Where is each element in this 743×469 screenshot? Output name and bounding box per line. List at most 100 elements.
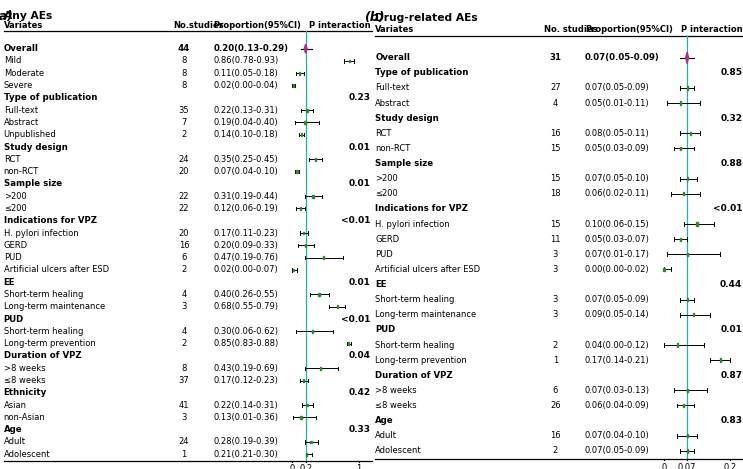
Text: 0.02(0.00-0.07): 0.02(0.00-0.07) bbox=[213, 265, 278, 274]
Text: 4: 4 bbox=[553, 98, 558, 107]
Bar bbox=[680, 101, 681, 105]
Text: 0.33: 0.33 bbox=[348, 425, 371, 434]
Bar bbox=[696, 222, 698, 226]
Text: Age: Age bbox=[375, 416, 394, 425]
Text: 4: 4 bbox=[181, 327, 186, 336]
Text: 0.20(0.13-0.29): 0.20(0.13-0.29) bbox=[213, 44, 288, 53]
Bar bbox=[303, 232, 305, 234]
Text: ≤8 weeks: ≤8 weeks bbox=[375, 401, 417, 410]
Text: 0.2: 0.2 bbox=[724, 463, 737, 469]
Text: 0.04(0.00-0.12): 0.04(0.00-0.12) bbox=[585, 340, 649, 349]
Text: 0.07(0.05-0.10): 0.07(0.05-0.10) bbox=[585, 174, 649, 183]
Text: 0.44: 0.44 bbox=[720, 280, 742, 289]
Text: 0: 0 bbox=[290, 464, 295, 469]
Text: Duration of VPZ: Duration of VPZ bbox=[4, 351, 81, 361]
Text: 0.01: 0.01 bbox=[349, 278, 371, 287]
Text: 0.05(0.03-0.09): 0.05(0.03-0.09) bbox=[585, 144, 649, 153]
Bar bbox=[305, 453, 307, 455]
Text: non-RCT: non-RCT bbox=[375, 144, 410, 153]
Bar bbox=[318, 293, 319, 296]
Bar bbox=[299, 207, 301, 210]
Text: Study design: Study design bbox=[375, 114, 439, 123]
Text: 26: 26 bbox=[550, 401, 561, 410]
Text: Asian: Asian bbox=[4, 401, 27, 409]
Bar bbox=[293, 84, 294, 87]
Text: Long-term maintenance: Long-term maintenance bbox=[4, 303, 105, 311]
Text: non-Asian: non-Asian bbox=[4, 413, 45, 422]
Text: 0.85(0.83-0.88): 0.85(0.83-0.88) bbox=[213, 339, 279, 348]
Text: 0.19(0.04-0.40): 0.19(0.04-0.40) bbox=[213, 118, 278, 127]
Text: Abstract: Abstract bbox=[375, 98, 410, 107]
Text: Adult: Adult bbox=[4, 438, 26, 446]
Text: Variates: Variates bbox=[4, 22, 43, 30]
Bar bbox=[690, 132, 691, 135]
Bar bbox=[687, 298, 688, 301]
Text: (b): (b) bbox=[364, 11, 385, 24]
Text: >8 weeks: >8 weeks bbox=[4, 364, 45, 373]
Text: 0.02(0.00-0.04): 0.02(0.00-0.04) bbox=[213, 81, 278, 90]
Text: Long-term prevention: Long-term prevention bbox=[4, 339, 95, 348]
Text: Artificial ulcers after ESD: Artificial ulcers after ESD bbox=[375, 265, 480, 274]
Text: RCT: RCT bbox=[375, 129, 392, 138]
Text: Study design: Study design bbox=[4, 143, 68, 151]
Text: 16: 16 bbox=[550, 431, 561, 440]
Text: H. pylori infection: H. pylori infection bbox=[4, 228, 78, 237]
Bar bbox=[306, 404, 308, 407]
Text: 41: 41 bbox=[178, 401, 189, 409]
Text: ≤200: ≤200 bbox=[4, 204, 27, 213]
Text: P interaction: P interaction bbox=[681, 25, 742, 34]
Bar bbox=[301, 133, 302, 136]
Text: 8: 8 bbox=[181, 81, 186, 90]
Text: Artificial ulcers after ESD: Artificial ulcers after ESD bbox=[4, 265, 108, 274]
Polygon shape bbox=[686, 52, 689, 63]
Text: Type of publication: Type of publication bbox=[375, 68, 469, 77]
Bar bbox=[687, 253, 688, 256]
Text: 6: 6 bbox=[181, 253, 186, 262]
Text: 11: 11 bbox=[550, 234, 561, 244]
Text: 0.20(0.09-0.33): 0.20(0.09-0.33) bbox=[213, 241, 278, 250]
Text: 2: 2 bbox=[553, 446, 558, 455]
Text: Adult: Adult bbox=[375, 431, 398, 440]
Text: 3: 3 bbox=[181, 303, 186, 311]
Text: <0.01: <0.01 bbox=[341, 315, 371, 324]
Text: Long-term maintenance: Long-term maintenance bbox=[375, 310, 476, 319]
Text: 0.17(0.14-0.21): 0.17(0.14-0.21) bbox=[585, 356, 649, 364]
Text: PUD: PUD bbox=[375, 325, 395, 334]
Text: 0.07(0.01-0.17): 0.07(0.01-0.17) bbox=[585, 250, 649, 259]
Bar bbox=[323, 256, 324, 259]
Text: 8: 8 bbox=[181, 364, 186, 373]
Text: 1: 1 bbox=[181, 450, 186, 459]
Bar bbox=[315, 158, 317, 161]
Text: PUD: PUD bbox=[4, 315, 24, 324]
Text: 37: 37 bbox=[178, 376, 189, 385]
Text: 0.85: 0.85 bbox=[720, 68, 742, 77]
Polygon shape bbox=[304, 44, 307, 53]
Text: 0.42: 0.42 bbox=[348, 388, 371, 397]
Text: 0.00(0.00-0.02): 0.00(0.00-0.02) bbox=[585, 265, 649, 274]
Text: Variates: Variates bbox=[375, 25, 415, 34]
Text: 0.08(0.05-0.11): 0.08(0.05-0.11) bbox=[585, 129, 649, 138]
Text: 0.22(0.14-0.31): 0.22(0.14-0.31) bbox=[213, 401, 278, 409]
Text: 35: 35 bbox=[178, 106, 189, 114]
Text: ≤200: ≤200 bbox=[375, 189, 398, 198]
Text: 0.22(0.13-0.31): 0.22(0.13-0.31) bbox=[213, 106, 278, 114]
Bar bbox=[337, 305, 338, 308]
Bar bbox=[687, 449, 688, 453]
Text: 0.01: 0.01 bbox=[349, 179, 371, 189]
Text: Mild: Mild bbox=[4, 56, 21, 66]
Text: 0.28(0.19-0.39): 0.28(0.19-0.39) bbox=[213, 438, 278, 446]
Text: >200: >200 bbox=[375, 174, 398, 183]
Text: 0.07(0.04-0.10): 0.07(0.04-0.10) bbox=[213, 167, 278, 176]
Text: RCT: RCT bbox=[4, 155, 20, 164]
Text: PUD: PUD bbox=[375, 250, 393, 259]
Text: Indications for VPZ: Indications for VPZ bbox=[4, 216, 97, 225]
Text: 20: 20 bbox=[178, 228, 189, 237]
Text: Age: Age bbox=[4, 425, 22, 434]
Bar bbox=[680, 147, 681, 150]
Text: 0.10(0.06-0.15): 0.10(0.06-0.15) bbox=[585, 219, 649, 228]
Bar bbox=[296, 170, 298, 173]
Text: 0.04: 0.04 bbox=[348, 351, 371, 361]
Text: 0.30(0.06-0.62): 0.30(0.06-0.62) bbox=[213, 327, 279, 336]
Bar bbox=[687, 86, 688, 90]
Text: Abstract: Abstract bbox=[4, 118, 39, 127]
